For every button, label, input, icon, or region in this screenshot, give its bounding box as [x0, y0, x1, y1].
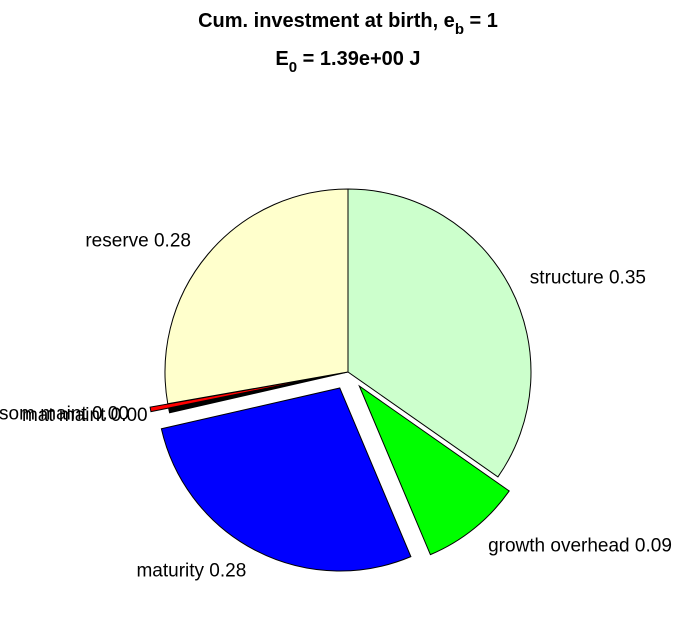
slice-label: som maint 0.00 — [0, 403, 129, 424]
title-subscript: b — [455, 21, 464, 38]
chart-title: Cum. investment at birth, eb = 1 — [198, 10, 498, 38]
slice-label: structure 0.35 — [530, 267, 646, 288]
chart-subtitle: E0 = 1.39e+00 J — [275, 48, 420, 76]
slice-label: mat maint 0.00 — [22, 405, 148, 426]
subtitle-rest: = 1.39e+00 J — [297, 48, 420, 70]
subtitle-subscript: 0 — [289, 59, 297, 76]
slice-label: reserve 0.28 — [85, 230, 191, 251]
slice-label: maturity 0.28 — [136, 560, 246, 581]
pie-slice — [164, 188, 349, 405]
subtitle-text: E — [275, 48, 288, 70]
pie-slice — [358, 384, 510, 556]
title-rest: = 1 — [464, 10, 498, 32]
title-text: Cum. investment at birth, e — [198, 10, 455, 32]
pie-slice — [149, 374, 331, 413]
slice-label: growth overhead 0.09 — [488, 535, 672, 556]
pie-slice — [160, 387, 412, 572]
pie-slice — [347, 188, 532, 478]
